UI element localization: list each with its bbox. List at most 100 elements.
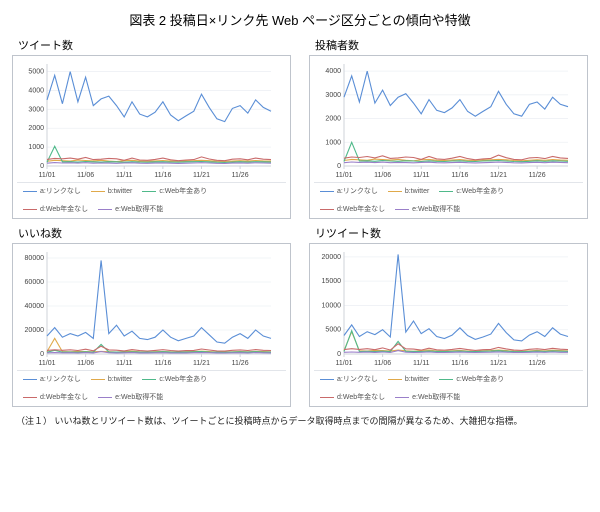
legend-swatch xyxy=(320,397,334,398)
legend-item-d: d:Web年金なし xyxy=(23,392,88,402)
legend-swatch xyxy=(395,397,409,398)
svg-text:11/21: 11/21 xyxy=(193,172,210,179)
svg-text:10000: 10000 xyxy=(322,302,342,309)
svg-text:5000: 5000 xyxy=(28,69,44,76)
legend-swatch xyxy=(23,209,37,210)
legend-item-c: c:Web年金あり xyxy=(142,374,207,384)
panel-title: いいね数 xyxy=(18,225,291,241)
legend-label: a:リンクなし xyxy=(40,186,81,196)
series-a xyxy=(47,72,271,122)
series-d xyxy=(344,344,568,351)
legend: a:リンクなし b:twitter c:Web年金あり d:Web年金なし e:Web取… xyxy=(314,370,583,404)
legend-label: b:twitter xyxy=(405,188,430,195)
legend: a:リンクなしb:twitterc:Web年金ありd:Web年金なしe:Web取… xyxy=(314,182,583,216)
panel-posters: 投稿者数 0100020003000400011/0111/0611/1111/… xyxy=(309,35,588,219)
svg-text:11/16: 11/16 xyxy=(154,360,171,367)
chart-box: 01000200030004000500011/0111/0611/1111/1… xyxy=(12,55,291,219)
svg-text:3000: 3000 xyxy=(325,92,341,99)
svg-text:15000: 15000 xyxy=(322,278,342,285)
legend-label: d:Web年金なし xyxy=(40,392,88,402)
svg-text:11/21: 11/21 xyxy=(193,360,210,367)
svg-text:3000: 3000 xyxy=(28,106,44,113)
legend-swatch xyxy=(23,379,37,380)
svg-text:11/11: 11/11 xyxy=(413,172,430,179)
svg-text:11/11: 11/11 xyxy=(413,360,430,367)
legend-label: e:Web取得不能 xyxy=(115,392,163,402)
legend-swatch xyxy=(98,397,112,398)
legend-label: c:Web年金あり xyxy=(159,374,207,384)
svg-text:11/26: 11/26 xyxy=(529,360,546,367)
svg-text:2000: 2000 xyxy=(325,116,341,123)
series-e xyxy=(47,163,271,164)
legend-item-e: e:Web取得不能 xyxy=(98,392,163,402)
series-d xyxy=(47,346,271,351)
legend-label: c:Web年金あり xyxy=(456,186,504,196)
panel-retweets: リツイート数 0500010000150002000011/0111/0611/… xyxy=(309,223,588,407)
legend-item-a: a:リンクなし xyxy=(320,374,378,384)
series-e xyxy=(344,162,568,163)
legend-swatch xyxy=(142,191,156,192)
svg-text:11/26: 11/26 xyxy=(232,360,249,367)
svg-text:11/01: 11/01 xyxy=(336,172,353,179)
legend-item-e: e:Web取得不能 xyxy=(395,392,460,402)
legend-label: a:リンクなし xyxy=(337,374,378,384)
legend-item-c: c:Web年金あり xyxy=(439,374,504,384)
svg-text:40000: 40000 xyxy=(25,303,45,310)
legend-item-b: b:twitter xyxy=(91,374,133,384)
legend-item-b: b:twitter xyxy=(91,186,133,196)
legend-swatch xyxy=(388,191,402,192)
legend-swatch xyxy=(395,209,409,210)
svg-text:11/16: 11/16 xyxy=(451,360,468,367)
legend-label: b:twitter xyxy=(108,188,133,195)
footnote-label: （注１） xyxy=(16,416,52,426)
svg-text:1000: 1000 xyxy=(28,144,44,151)
legend-item-c: c:Web年金あり xyxy=(439,186,504,196)
svg-text:0: 0 xyxy=(337,351,341,358)
svg-text:0: 0 xyxy=(40,163,44,170)
legend-label: e:Web取得不能 xyxy=(412,392,460,402)
footnote: （注１） いいね数とリツイート数は、ツイートごとに投稿時点からデータ取得時点まで… xyxy=(16,415,584,427)
panel-tweets: ツイート数 01000200030004000500011/0111/0611/… xyxy=(12,35,291,219)
chart-box: 0500010000150002000011/0111/0611/1111/16… xyxy=(309,243,588,407)
svg-text:11/11: 11/11 xyxy=(116,360,133,367)
legend: a:リンクなし b:twitter c:Web年金あり d:Web年金なし e:Web取… xyxy=(17,370,286,404)
legend-swatch xyxy=(91,191,105,192)
legend-label: a:リンクなし xyxy=(40,374,81,384)
svg-text:11/06: 11/06 xyxy=(374,360,391,367)
svg-text:11/21: 11/21 xyxy=(490,172,507,179)
chart-box: 0100020003000400011/0111/0611/1111/1611/… xyxy=(309,55,588,219)
svg-text:11/01: 11/01 xyxy=(39,360,56,367)
legend-swatch xyxy=(23,191,37,192)
legend-swatch xyxy=(320,379,334,380)
svg-text:11/16: 11/16 xyxy=(154,172,171,179)
legend-label: a:リンクなし xyxy=(337,186,378,196)
svg-text:11/06: 11/06 xyxy=(374,172,391,179)
legend-label: e:Web取得不能 xyxy=(115,204,163,214)
legend-label: d:Web年金なし xyxy=(337,204,385,214)
series-a xyxy=(344,71,568,116)
chart-grid: ツイート数 01000200030004000500011/0111/0611/… xyxy=(12,35,588,407)
panel-title: 投稿者数 xyxy=(315,37,588,53)
svg-text:11/06: 11/06 xyxy=(77,172,94,179)
legend-item-b: b:twitter xyxy=(388,374,430,384)
legend-swatch xyxy=(439,191,453,192)
legend-swatch xyxy=(91,379,105,380)
legend: a:リンクなしb:twitterc:Web年金ありd:Web年金なしe:Web取… xyxy=(17,182,286,216)
svg-text:11/11: 11/11 xyxy=(116,172,133,179)
legend-swatch xyxy=(320,191,334,192)
svg-text:11/26: 11/26 xyxy=(232,172,249,179)
svg-text:0: 0 xyxy=(337,163,341,170)
svg-text:20000: 20000 xyxy=(25,327,45,334)
svg-text:1000: 1000 xyxy=(325,139,341,146)
series-a xyxy=(47,260,271,343)
svg-text:11/01: 11/01 xyxy=(336,360,353,367)
svg-text:20000: 20000 xyxy=(322,254,342,261)
legend-label: d:Web年金なし xyxy=(337,392,385,402)
svg-text:11/01: 11/01 xyxy=(39,172,56,179)
legend-item-a: a:リンクなし xyxy=(320,186,378,196)
legend-item-b: b:twitter xyxy=(388,186,430,196)
svg-text:11/16: 11/16 xyxy=(451,172,468,179)
legend-item-e: e:Web取得不能 xyxy=(98,204,163,214)
svg-text:0: 0 xyxy=(40,351,44,358)
svg-text:11/21: 11/21 xyxy=(490,360,507,367)
